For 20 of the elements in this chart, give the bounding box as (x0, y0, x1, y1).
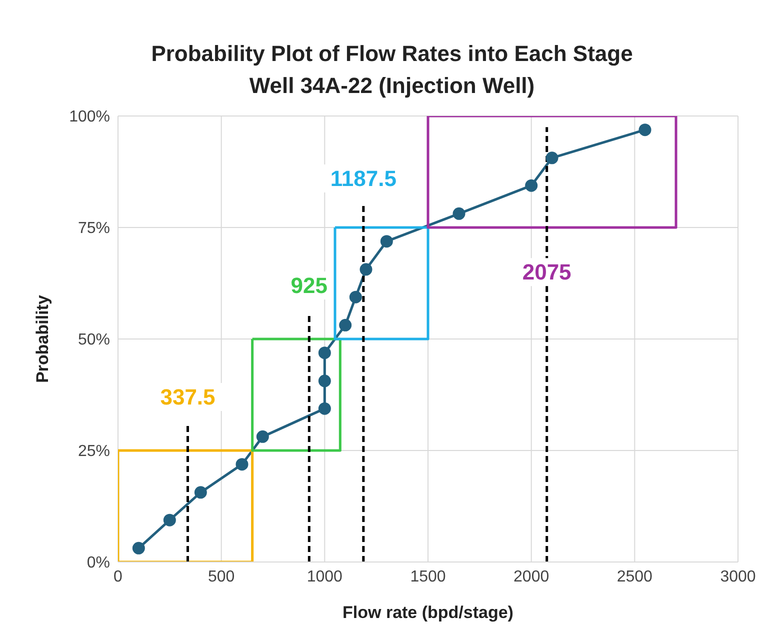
chart-subtitle: Well 34A-22 (Injection Well) (248, 72, 536, 100)
x-tick-label: 0 (114, 568, 123, 586)
x-tick-label: 2500 (616, 568, 653, 586)
annotation: 1187.5 (330, 166, 396, 191)
y-tick-label: 0% (86, 554, 110, 572)
x-tick-label: 1000 (306, 568, 343, 586)
annotation: 2075 (522, 260, 572, 285)
y-tick-label: 50% (78, 332, 110, 349)
x-tick-label: 1500 (410, 568, 446, 586)
x-axis-title: Flow rate (bpd/stage) (342, 603, 514, 622)
y-tick-label: 25% (78, 443, 110, 460)
x-tick-label: 3000 (720, 568, 756, 586)
y-tick-label: 75% (78, 220, 110, 238)
x-tick-label: 2000 (514, 568, 550, 586)
y-tick-label: 100% (69, 108, 110, 126)
annotation: 337.5 (160, 384, 216, 410)
y-axis-title: Probability (33, 294, 52, 383)
chart-title: Probability Plot of Flow Rates into Each Stage (150, 40, 634, 68)
annotation: 925 (290, 272, 328, 298)
x-tick-label: 500 (208, 568, 235, 586)
